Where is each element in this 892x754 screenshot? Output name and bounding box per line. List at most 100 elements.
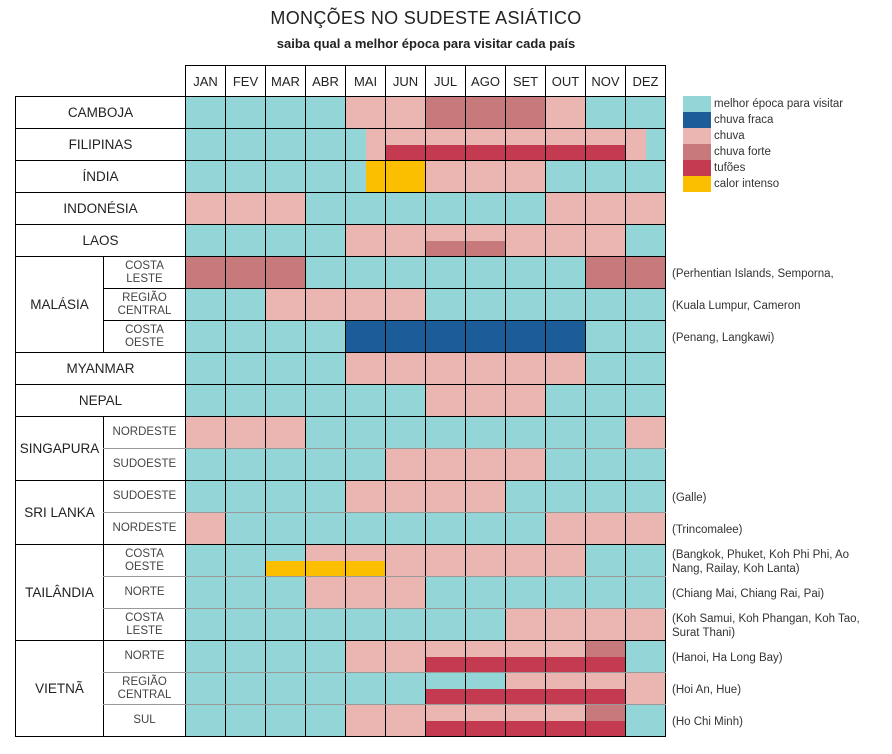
heatmap-cell	[345, 672, 386, 705]
heatmap-cell	[265, 320, 306, 353]
cell-best	[426, 673, 465, 689]
heatmap-cell	[505, 224, 546, 257]
heatmap-cell	[265, 640, 306, 673]
cell-best	[506, 577, 545, 608]
cell-rain	[426, 481, 465, 512]
legend-label: calor intenso	[714, 178, 780, 190]
heatmap-cell	[545, 416, 586, 449]
heatmap-cell	[585, 576, 626, 609]
heatmap-cell	[225, 224, 266, 257]
cell-best	[266, 161, 305, 192]
cell-best	[386, 417, 425, 448]
heatmap-cell	[425, 384, 466, 417]
cell-best	[306, 385, 345, 416]
cell-heavy	[586, 257, 625, 288]
cell-best	[306, 481, 345, 512]
heatmap-cell	[225, 480, 266, 513]
cell-best	[626, 353, 665, 384]
cell-best	[586, 417, 625, 448]
heatmap-cell	[625, 384, 666, 417]
cell-typhoon	[466, 688, 505, 704]
heatmap-cell	[225, 352, 266, 385]
heatmap-cell	[305, 608, 346, 641]
cell-best	[186, 705, 225, 736]
row-divider	[103, 512, 186, 513]
heatmap-cell	[545, 192, 586, 225]
cell-best	[266, 609, 305, 640]
month-header: JUN	[385, 65, 426, 97]
month-header: OUT	[545, 65, 586, 97]
heatmap-cell	[265, 448, 306, 481]
heatmap-cell	[625, 320, 666, 353]
heatmap-cell	[625, 288, 666, 321]
cell-best	[466, 257, 505, 288]
heatmap-cell	[505, 672, 546, 705]
heatmap-cell	[505, 96, 546, 129]
heatmap-cell	[305, 320, 346, 353]
heatmap-cell	[305, 96, 346, 129]
legend-swatch	[683, 176, 711, 192]
cell-best	[346, 129, 366, 160]
cell-rain	[346, 289, 385, 320]
cell-rain	[386, 449, 425, 480]
cell-rain	[346, 705, 385, 736]
cell-heavy	[506, 97, 545, 128]
cell-best	[466, 289, 505, 320]
cell-best	[186, 129, 225, 160]
cell-best	[506, 513, 545, 544]
region-note: (Hoi An, Hue)	[672, 684, 742, 696]
row-divider	[185, 576, 666, 577]
heatmap-cell	[625, 512, 666, 545]
cell-light	[506, 321, 545, 352]
heatmap-cell	[185, 384, 226, 417]
heatmap-cell	[505, 128, 546, 161]
cell-light	[426, 321, 465, 352]
heatmap-cell	[585, 224, 626, 257]
heatmap-cell	[425, 704, 466, 737]
heatmap-cell	[465, 160, 506, 193]
cell-rain	[426, 545, 465, 576]
subregion-label: SUDOESTE	[104, 481, 185, 512]
heatmap-cell	[425, 192, 466, 225]
heatmap-cell	[345, 544, 386, 577]
heatmap-cell	[265, 288, 306, 321]
cell-rain	[386, 481, 425, 512]
heatmap-cell	[385, 480, 426, 513]
cell-best	[306, 257, 345, 288]
heatmap-cell	[345, 224, 386, 257]
country-label: FILIPINAS	[15, 128, 186, 161]
country-label: ÍNDIA	[15, 160, 186, 193]
cell-rain	[365, 129, 385, 160]
heatmap-cell	[265, 672, 306, 705]
cell-rain	[546, 609, 585, 640]
heatmap-cell	[225, 448, 266, 481]
heatmap-cell	[345, 416, 386, 449]
cell-light	[386, 321, 425, 352]
heatmap-cell	[425, 544, 466, 577]
cell-rain	[546, 641, 585, 657]
country-label: INDONÉSIA	[15, 192, 186, 225]
cell-best	[586, 321, 625, 352]
heatmap-cell	[425, 416, 466, 449]
heatmap-cell	[625, 576, 666, 609]
heatmap-cell	[305, 672, 346, 705]
heatmap-cell	[585, 640, 626, 673]
heatmap-cell	[225, 544, 266, 577]
cell-heavy	[586, 705, 625, 721]
cell-rain	[466, 161, 505, 192]
heatmap-cell	[265, 192, 306, 225]
legend-label: tufões	[714, 162, 746, 174]
cell-heat	[346, 560, 385, 576]
heatmap-cell	[585, 384, 626, 417]
cell-best	[226, 161, 265, 192]
cell-best	[346, 161, 366, 192]
heatmap-cell	[465, 640, 506, 673]
cell-rain	[506, 545, 545, 576]
heatmap-cell	[345, 480, 386, 513]
cell-light	[466, 321, 505, 352]
month-header: AGO	[465, 65, 506, 97]
heatmap-cell	[345, 512, 386, 545]
subregion-label: COSTA OESTE	[104, 321, 185, 352]
cell-rain	[426, 353, 465, 384]
